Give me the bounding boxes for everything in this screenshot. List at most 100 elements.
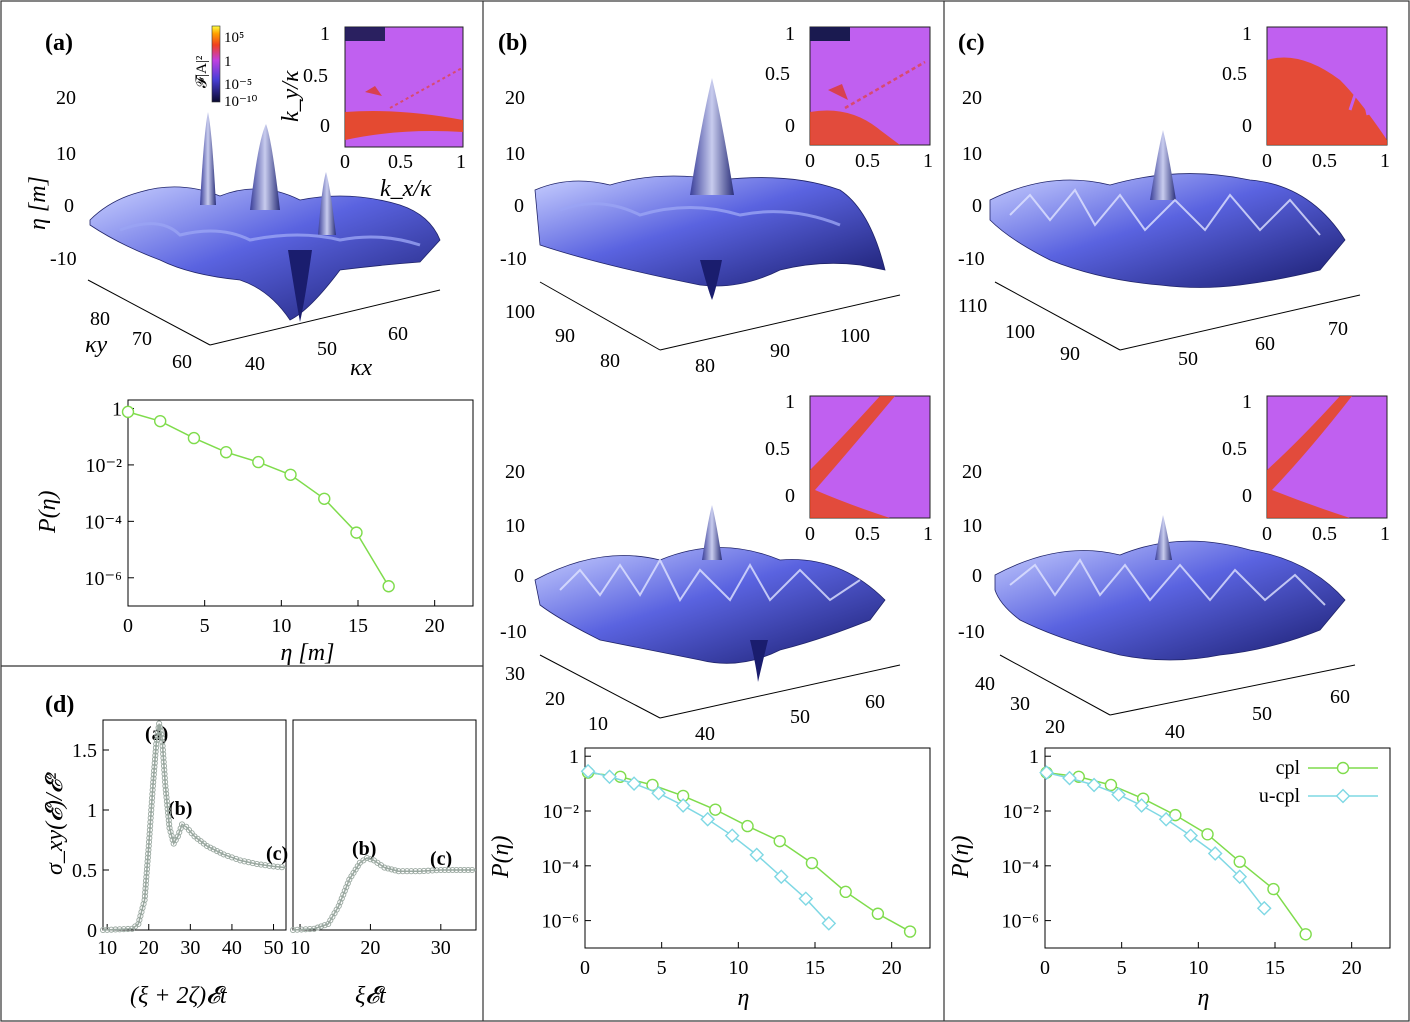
sigma-point [120, 926, 127, 933]
sigma-point [164, 809, 172, 816]
x-tick-label: 20 [360, 937, 380, 959]
sigma-point [340, 891, 347, 898]
legend-marker [1335, 788, 1351, 804]
sigma-point [144, 862, 151, 869]
x-tick-label: 40 [222, 937, 242, 959]
zaxis-tick: 20 [56, 87, 76, 109]
yaxis-tick: 60 [172, 351, 192, 373]
sigma-point [163, 790, 170, 797]
point-cpl [1299, 928, 1312, 941]
point-cpl [871, 907, 885, 920]
sigma-point [314, 924, 321, 931]
plot-frame [584, 747, 931, 949]
point-u-cpl [1111, 787, 1126, 802]
sigma-point [161, 770, 168, 778]
sigma-point [311, 925, 318, 932]
y-axis-label: P(η) [488, 835, 514, 879]
point-u-cpl [1207, 846, 1223, 861]
sigma-point [392, 867, 399, 874]
colorbar-tick: 10⁵ [224, 30, 244, 46]
panel-c-surface-top: 20 10 0 -10 110 100 90 50 60 70 [958, 87, 1361, 370]
y-tick-label: 0.5 [72, 860, 97, 882]
sigma-point [149, 790, 156, 798]
sigma-point [210, 846, 217, 853]
sigma-point [403, 868, 411, 875]
inset-ytick: 0.5 [765, 438, 790, 460]
sigma-point [412, 868, 419, 875]
sigma-point [146, 830, 153, 838]
sigma-point [144, 854, 151, 861]
xaxis-tick: 90 [770, 340, 790, 362]
point-u-cpl [580, 763, 596, 779]
sigma-point [156, 724, 163, 731]
point-u-cpl [724, 828, 740, 844]
point-u-cpl [1158, 811, 1174, 827]
zaxis-tick: 0 [514, 565, 524, 587]
point-u-cpl [821, 915, 837, 931]
y-tick-label: 1 [1029, 746, 1039, 768]
legend-label: u-cpl [1259, 785, 1301, 807]
point-cpl [284, 468, 297, 481]
inset-xtick: 0.5 [388, 151, 413, 173]
yaxis-tick: 80 [90, 308, 110, 330]
point-cpl [839, 885, 852, 899]
panel-b-surface-bottom: 20 10 0 -10 30 20 10 40 50 60 [500, 461, 901, 745]
y-tick-label: 0 [87, 920, 97, 942]
point-cpl [1104, 778, 1118, 792]
sigma-point [149, 794, 156, 802]
x-tick-label: 20 [882, 957, 902, 979]
y-tick-label: 10⁻⁶ [1001, 911, 1039, 933]
zaxis-tick: 0 [514, 195, 524, 217]
zaxis-tick: 10 [505, 143, 525, 165]
point-cpl [187, 431, 201, 445]
y-tick-label: 10⁻² [542, 801, 579, 823]
x-tick-label: 15 [1265, 957, 1285, 979]
sigma-point [457, 866, 464, 874]
sigma-curve [292, 857, 476, 931]
sigma-point [233, 855, 240, 862]
zaxis-tick: 0 [972, 195, 982, 217]
plot-frame [127, 399, 474, 607]
sigma-point [151, 767, 158, 774]
sigma-point [144, 858, 151, 865]
sigma-point [147, 818, 154, 826]
point-u-cpl [1062, 770, 1077, 786]
zaxis-tick: -10 [50, 248, 77, 270]
chart-p-eta-c: 0 5 10 15 20 1 10⁻² 10⁻⁴ 10⁻⁶ η P(η) cpl u-cpl [948, 746, 1391, 1011]
sigma-point [224, 852, 231, 859]
inset-ylabel: k_y/κ [278, 70, 304, 122]
sigma-point [165, 813, 172, 820]
sigma-point [306, 925, 313, 933]
sigma-point [153, 740, 160, 748]
sigma-point [169, 836, 176, 843]
series-line-u-cpl [587, 770, 830, 924]
sigma-point [453, 866, 460, 874]
xaxis-tick: 80 [695, 355, 715, 377]
y-tick-label: 10⁻⁶ [541, 911, 579, 933]
point-cpl [121, 405, 135, 419]
sigma-point [159, 738, 166, 746]
sigma-point [395, 868, 402, 875]
panel-a-colorbar: 10⁵ 1 10⁻⁵ 10⁻¹⁰ 𝓕|A|² [194, 25, 257, 110]
sigma-point [160, 750, 167, 758]
sigma-point [399, 868, 406, 875]
legend-marker [1336, 761, 1350, 775]
sigma-point [161, 774, 168, 782]
sigma-point [207, 844, 214, 851]
inset-xlabel: k_x/κ [380, 176, 432, 202]
sigma-point [151, 756, 159, 763]
xaxis-tick: 60 [388, 323, 408, 345]
sigma-point [160, 762, 168, 770]
xaxis-tick: 40 [1165, 721, 1185, 743]
sigma-point [136, 916, 143, 924]
x-tick-label: 15 [805, 957, 825, 979]
sigma-point [159, 734, 166, 742]
sigma-point [99, 926, 107, 934]
sigma-point [167, 828, 174, 835]
sigma-point [143, 877, 150, 884]
zaxis-tick: 0 [64, 195, 74, 217]
inset-xtick: 0.5 [855, 150, 880, 172]
y-tick-label: 10⁻⁴ [541, 856, 579, 878]
sigma-point [139, 904, 146, 912]
zaxis-tick: -10 [958, 621, 985, 643]
